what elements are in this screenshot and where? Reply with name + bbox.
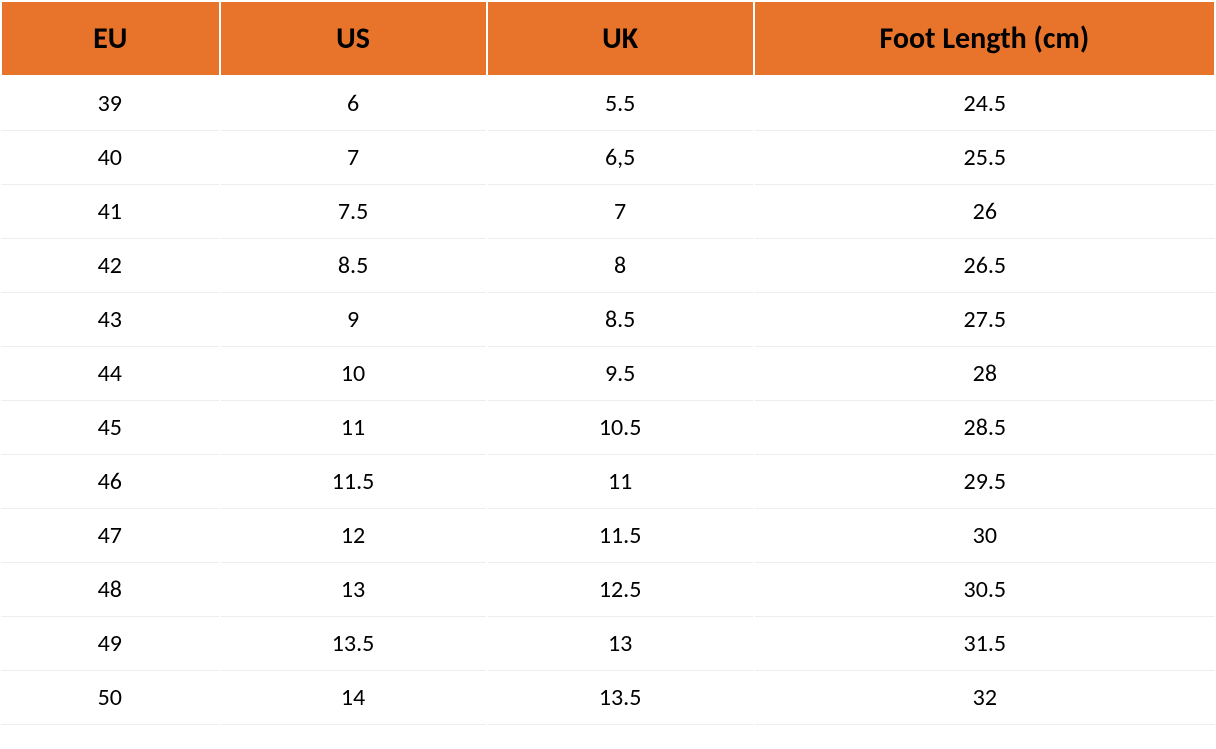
table-body: 39 6 5.5 24.5 40 7 6,5 25.5 41 7.5 7 26 … xyxy=(1,76,1215,725)
cell-len: 30.5 xyxy=(754,563,1215,617)
cell-us: 7.5 xyxy=(220,185,487,239)
size-conversion-table: EU US UK Foot Length (cm) 39 6 5.5 24.5 … xyxy=(0,0,1216,725)
cell-uk: 7 xyxy=(487,185,754,239)
table-row: 47 12 11.5 30 xyxy=(1,509,1215,563)
table-header: EU US UK Foot Length (cm) xyxy=(1,1,1215,76)
cell-us: 6 xyxy=(220,76,487,131)
cell-us: 11 xyxy=(220,401,487,455)
cell-uk: 9.5 xyxy=(487,347,754,401)
cell-eu: 47 xyxy=(1,509,220,563)
cell-len: 24.5 xyxy=(754,76,1215,131)
table-row: 43 9 8.5 27.5 xyxy=(1,293,1215,347)
cell-uk: 12.5 xyxy=(487,563,754,617)
cell-us: 8.5 xyxy=(220,239,487,293)
cell-us: 13.5 xyxy=(220,617,487,671)
cell-len: 32 xyxy=(754,671,1215,725)
cell-len: 29.5 xyxy=(754,455,1215,509)
cell-eu: 45 xyxy=(1,401,220,455)
cell-us: 12 xyxy=(220,509,487,563)
cell-uk: 8.5 xyxy=(487,293,754,347)
cell-eu: 42 xyxy=(1,239,220,293)
cell-uk: 5.5 xyxy=(487,76,754,131)
table-row: 49 13.5 13 31.5 xyxy=(1,617,1215,671)
cell-us: 7 xyxy=(220,131,487,185)
cell-len: 26 xyxy=(754,185,1215,239)
table-row: 39 6 5.5 24.5 xyxy=(1,76,1215,131)
table-row: 45 11 10.5 28.5 xyxy=(1,401,1215,455)
cell-eu: 48 xyxy=(1,563,220,617)
cell-eu: 49 xyxy=(1,617,220,671)
cell-len: 27.5 xyxy=(754,293,1215,347)
table-header-row: EU US UK Foot Length (cm) xyxy=(1,1,1215,76)
table-row: 42 8.5 8 26.5 xyxy=(1,239,1215,293)
cell-uk: 13 xyxy=(487,617,754,671)
cell-len: 31.5 xyxy=(754,617,1215,671)
col-header-eu: EU xyxy=(1,1,220,76)
table-row: 41 7.5 7 26 xyxy=(1,185,1215,239)
cell-us: 11.5 xyxy=(220,455,487,509)
cell-eu: 39 xyxy=(1,76,220,131)
cell-eu: 41 xyxy=(1,185,220,239)
table-row: 50 14 13.5 32 xyxy=(1,671,1215,725)
cell-us: 13 xyxy=(220,563,487,617)
cell-us: 14 xyxy=(220,671,487,725)
cell-len: 30 xyxy=(754,509,1215,563)
cell-len: 28.5 xyxy=(754,401,1215,455)
cell-us: 10 xyxy=(220,347,487,401)
cell-len: 25.5 xyxy=(754,131,1215,185)
cell-uk: 6,5 xyxy=(487,131,754,185)
cell-eu: 44 xyxy=(1,347,220,401)
table-row: 46 11.5 11 29.5 xyxy=(1,455,1215,509)
cell-us: 9 xyxy=(220,293,487,347)
cell-len: 26.5 xyxy=(754,239,1215,293)
cell-eu: 43 xyxy=(1,293,220,347)
table-row: 40 7 6,5 25.5 xyxy=(1,131,1215,185)
cell-uk: 8 xyxy=(487,239,754,293)
table-row: 44 10 9.5 28 xyxy=(1,347,1215,401)
table-row: 48 13 12.5 30.5 xyxy=(1,563,1215,617)
col-header-us: US xyxy=(220,1,487,76)
cell-uk: 13.5 xyxy=(487,671,754,725)
cell-eu: 50 xyxy=(1,671,220,725)
cell-uk: 10.5 xyxy=(487,401,754,455)
cell-len: 28 xyxy=(754,347,1215,401)
col-header-uk: UK xyxy=(487,1,754,76)
cell-uk: 11.5 xyxy=(487,509,754,563)
col-header-len: Foot Length (cm) xyxy=(754,1,1215,76)
cell-eu: 46 xyxy=(1,455,220,509)
cell-uk: 11 xyxy=(487,455,754,509)
cell-eu: 40 xyxy=(1,131,220,185)
